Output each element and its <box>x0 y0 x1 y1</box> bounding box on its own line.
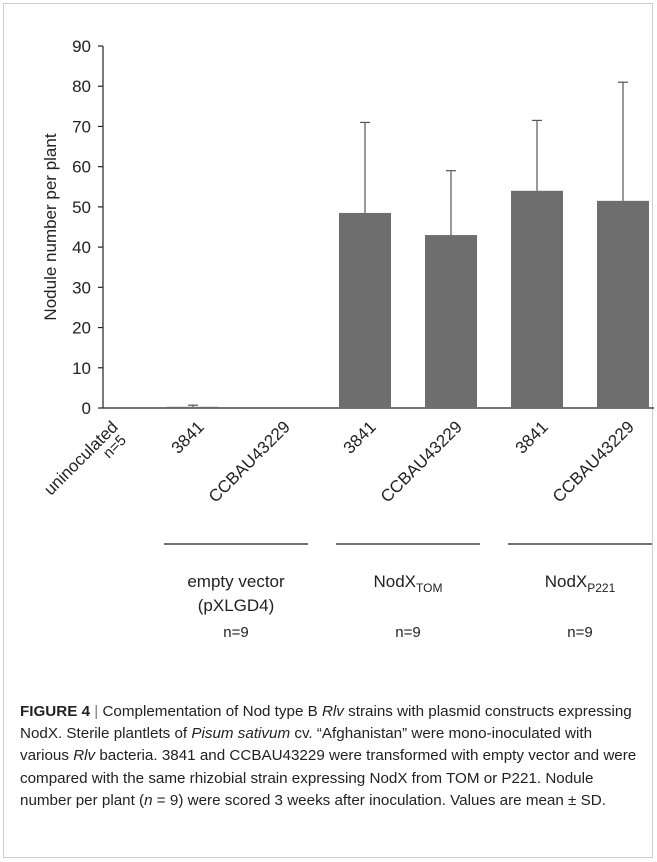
x-category-label: 3841 <box>512 417 552 457</box>
group-n-label: n=9 <box>223 624 248 641</box>
bar-chart: 0 10 20 30 40 50 60 70 80 90 Nodule number per pla… <box>40 37 654 641</box>
y-tick-label: 10 <box>72 359 91 378</box>
y-tick-label: 20 <box>72 319 91 338</box>
group-label-subscript: TOM <box>416 581 442 595</box>
caption-text-4: bacteria. 3841 and CCBAU43229 were trans… <box>20 747 637 809</box>
caption-separator: | <box>94 703 99 720</box>
x-category-label: 3841 <box>168 417 208 457</box>
y-tick-label: 50 <box>72 198 91 217</box>
caption-text-3: cv. “Afghanistan” were mono-inoculated w… <box>20 725 593 765</box>
x-category-label: CCBAU43229 <box>205 417 294 506</box>
group-label-main: NodX <box>374 572 417 591</box>
y-axis-label: Nodule number per plant <box>41 133 60 320</box>
y-tick-label: 60 <box>72 158 91 177</box>
caption-figure-label: FIGURE 4 <box>20 703 91 720</box>
group-label-subscript: P221 <box>587 581 615 595</box>
group-n-label: n=9 <box>567 624 592 641</box>
group-label: NodXP221 <box>545 572 616 595</box>
group-label: empty vector <box>187 572 285 591</box>
y-tick-label: 90 <box>72 37 91 56</box>
y-tick-label: 0 <box>82 399 91 418</box>
figure-caption: FIGURE 4 | Complementation of Nod type B… <box>20 701 645 812</box>
caption-italic-3: Rlv <box>73 747 96 765</box>
caption-text-5: = 9) were scored 3 weeks after inoculati… <box>152 791 606 809</box>
caption-italic-1: Rlv <box>321 703 344 720</box>
caption-text-1: Complementation of Nod type B <box>102 703 322 720</box>
bar <box>339 212 391 408</box>
y-tick-label: 80 <box>72 77 91 96</box>
x-category-label: CCBAU43229 <box>549 417 638 506</box>
group-label-line2: (pXLGD4) <box>198 596 275 615</box>
bar <box>167 406 219 408</box>
x-category-label: CCBAU43229 <box>377 417 466 506</box>
group-label-main: NodX <box>545 572 588 591</box>
group-label: NodXTOM <box>374 572 443 595</box>
figure-frame: 0 10 20 30 40 50 60 70 80 90 Nodule number per pla… <box>3 3 654 858</box>
y-tick-label: 30 <box>72 278 91 297</box>
y-tick-label: 40 <box>72 238 91 257</box>
caption-italic-2: Pisum sativum <box>191 725 291 743</box>
bar <box>425 235 477 408</box>
group-n-label: n=9 <box>395 624 420 641</box>
caption-text-2: strains with plasmid constructs expressi… <box>20 703 632 743</box>
bar <box>511 190 563 408</box>
x-category-label: 3841 <box>340 417 380 457</box>
caption-italic-4: n <box>144 791 153 809</box>
y-tick-label: 70 <box>72 117 91 136</box>
bar <box>597 200 649 408</box>
